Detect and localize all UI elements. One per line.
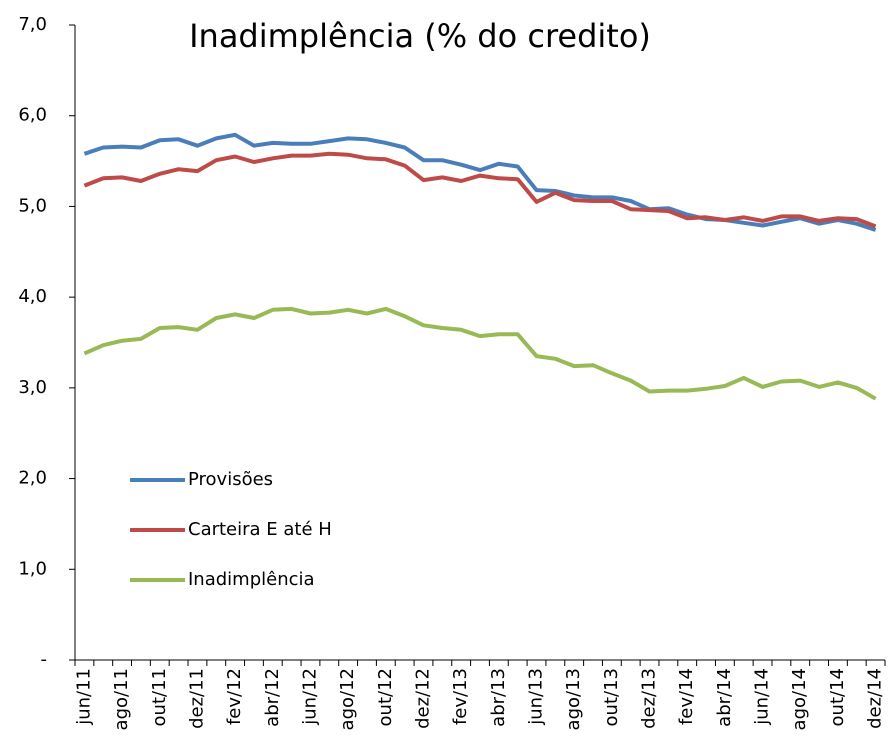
y-tick-label: 2,0 — [18, 468, 47, 489]
x-tick-label: abr/12 — [262, 668, 283, 727]
x-tick-label: ago/12 — [337, 668, 358, 730]
x-tick-label: jun/12 — [299, 668, 320, 726]
chart-title: Inadimplência (% do credito) — [189, 17, 651, 55]
x-tick-label: jun/11 — [73, 668, 94, 726]
x-tick-label: jun/14 — [752, 668, 773, 726]
x-tick-label: abr/14 — [714, 668, 735, 727]
x-tick-label: jun/13 — [526, 668, 547, 726]
x-tick-label: ago/11 — [111, 668, 132, 730]
x-tick-label: out/11 — [149, 668, 170, 726]
series-line — [83, 151, 877, 229]
x-tick-label: out/13 — [601, 668, 622, 726]
x-tick-label: abr/13 — [488, 668, 509, 727]
legend-label: Provisões — [188, 469, 273, 490]
y-tick-label: - — [41, 649, 48, 670]
x-tick-label: ago/13 — [563, 668, 584, 730]
series-line — [83, 132, 877, 232]
y-tick-label: 1,0 — [18, 558, 47, 579]
y-tick-label: 6,0 — [18, 105, 47, 126]
x-tick-label: dez/13 — [639, 668, 660, 729]
x-tick-label: fev/13 — [450, 668, 471, 725]
y-tick-label: 7,0 — [18, 14, 47, 35]
x-tick-label: fev/12 — [224, 668, 245, 725]
x-tick-label: out/14 — [827, 668, 848, 726]
legend-label: Carteira E até H — [188, 519, 332, 540]
x-tick-label: dez/12 — [412, 668, 433, 729]
x-tick-label: dez/14 — [865, 668, 886, 729]
x-tick-label: dez/11 — [186, 668, 207, 729]
series-line — [83, 306, 877, 401]
x-tick-label: out/12 — [375, 668, 396, 726]
legend-label: Inadimplência — [188, 569, 315, 590]
x-tick-label: ago/14 — [789, 668, 810, 730]
y-tick-label: 3,0 — [18, 377, 47, 398]
x-tick-label: fev/14 — [676, 668, 697, 725]
y-tick-label: 4,0 — [18, 286, 47, 307]
y-tick-label: 5,0 — [18, 195, 47, 216]
